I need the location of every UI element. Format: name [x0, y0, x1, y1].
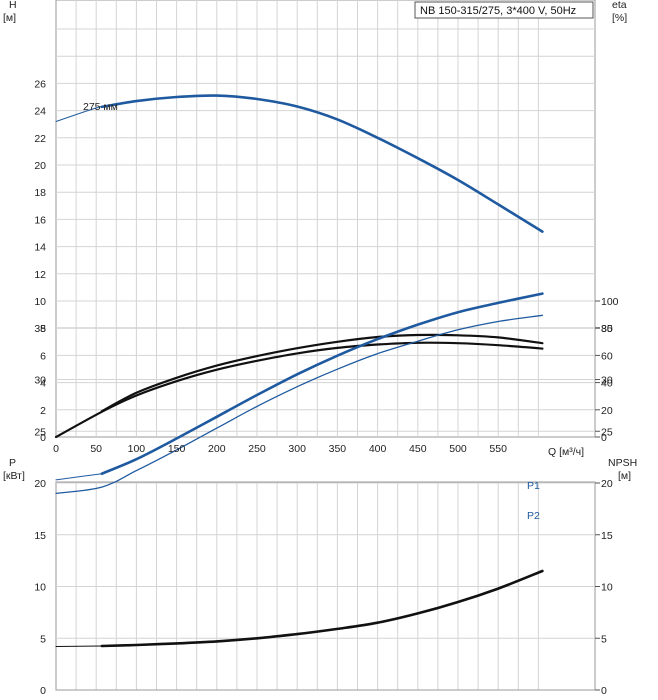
- tick-labels: 0 50 100 150 200 250 300 350 400 450 500 5500246810…: [34, 78, 618, 697]
- p-axis-label-line2: [кВт]: [3, 470, 25, 482]
- x-tick-label: 550: [489, 443, 507, 455]
- p-tick-label: 0: [40, 685, 46, 697]
- eta-axis-label-line1: eta: [612, 0, 627, 11]
- impeller-diameter-label: 275 мм: [83, 101, 118, 113]
- p-tick-label: 20: [34, 478, 46, 490]
- npsh-tick-label: 10: [601, 582, 613, 594]
- h-tick-label: 0: [40, 432, 46, 444]
- p2-label: P2: [527, 510, 540, 522]
- p2-power-curve: [55, 314, 544, 495]
- h-tick-label: 26: [34, 78, 46, 90]
- x-tick-label: 500: [449, 443, 467, 455]
- p-axis-label-line1: P: [9, 457, 16, 469]
- x-tick-label: 200: [208, 443, 226, 455]
- x-tick-label: 100: [128, 443, 146, 455]
- p1-power-curve-thin: [55, 473, 103, 481]
- h-tick-label: 12: [34, 269, 46, 281]
- eta-tick-label: 0: [601, 432, 607, 444]
- h-tick-label: 6: [40, 350, 46, 362]
- npsh-axis-label-line1: NPSH: [608, 457, 637, 469]
- chart-title-box: NB 150-315/275, 3*400 V, 50Hz: [414, 1, 594, 19]
- h-tick-label: 22: [34, 133, 46, 145]
- npsh-axis-label-line2: [м]: [618, 470, 631, 482]
- p-tick-label: 15: [34, 530, 46, 542]
- chart-title: NB 150-315/275, 3*400 V, 50Hz: [420, 5, 576, 17]
- eta-tick-label: 80: [601, 323, 613, 335]
- p-tick-label: 10: [34, 582, 46, 594]
- p1-label: P1: [527, 480, 540, 492]
- title-box-frame: [414, 1, 594, 19]
- npsh-tick-label: 15: [601, 530, 613, 542]
- series-layer: [54, 94, 544, 648]
- npsh-tick-label: 35: [601, 323, 613, 335]
- h-axis-label-line1: H: [9, 0, 17, 11]
- h-tick-label: 4: [40, 378, 46, 390]
- curve-labels: 275 мм P1 P2: [83, 101, 540, 522]
- p-tick-label: 5: [40, 633, 46, 645]
- h-tick-label: 24: [34, 106, 46, 118]
- top-plot-frame: [55, 0, 596, 438]
- x-tick-label: 400: [369, 443, 387, 455]
- x-tick-label: 250: [248, 443, 266, 455]
- q-axis-label: Q [м³/ч]: [548, 446, 584, 458]
- p-tick-label: 30: [34, 375, 46, 387]
- npsh-tick-label: 5: [601, 633, 607, 645]
- p-tick-label: 25: [34, 426, 46, 438]
- bottom-grid: [55, 327, 596, 691]
- x-tick-label: 150: [168, 443, 186, 455]
- p-tick-label: 35: [34, 323, 46, 335]
- x-tick-label: 50: [90, 443, 102, 455]
- head-curve: [100, 94, 544, 233]
- x-tick-label: 300: [288, 443, 306, 455]
- npsh-tick-label: 0: [601, 685, 607, 697]
- efficiency-curve: [54, 341, 544, 439]
- eta-tick-label: 20: [601, 405, 613, 417]
- h-tick-label: 20: [34, 160, 46, 172]
- axis-labels: H [м] eta [%] P [кВт] NPSH [м] Q [м³/ч]: [3, 0, 637, 482]
- eta-tick-label: 40: [601, 378, 613, 390]
- x-tick-label: 0: [53, 443, 59, 455]
- npsh-curve: [100, 569, 544, 648]
- x-tick-label: 450: [409, 443, 427, 455]
- x-tick-label: 350: [329, 443, 347, 455]
- top-grid: [55, 0, 596, 438]
- h-axis-label-line2: [м]: [3, 12, 16, 24]
- efficiency-curve-2: [100, 333, 544, 413]
- npsh-tick-label: 25: [601, 426, 613, 438]
- npsh-curve-thin: [55, 645, 103, 647]
- h-tick-label: 18: [34, 187, 46, 199]
- h-tick-label: 2: [40, 405, 46, 417]
- h-tick-label: 10: [34, 296, 46, 308]
- h-tick-label: 16: [34, 214, 46, 226]
- h-tick-label: 8: [40, 323, 46, 335]
- npsh-tick-label: 30: [601, 375, 613, 387]
- eta-tick-label: 100: [601, 296, 619, 308]
- p1-power-curve: [100, 292, 544, 475]
- npsh-tick-label: 20: [601, 478, 613, 490]
- eta-tick-label: 60: [601, 350, 613, 362]
- eta-axis-label-line2: [%]: [612, 12, 627, 24]
- h-tick-label: 14: [34, 242, 46, 254]
